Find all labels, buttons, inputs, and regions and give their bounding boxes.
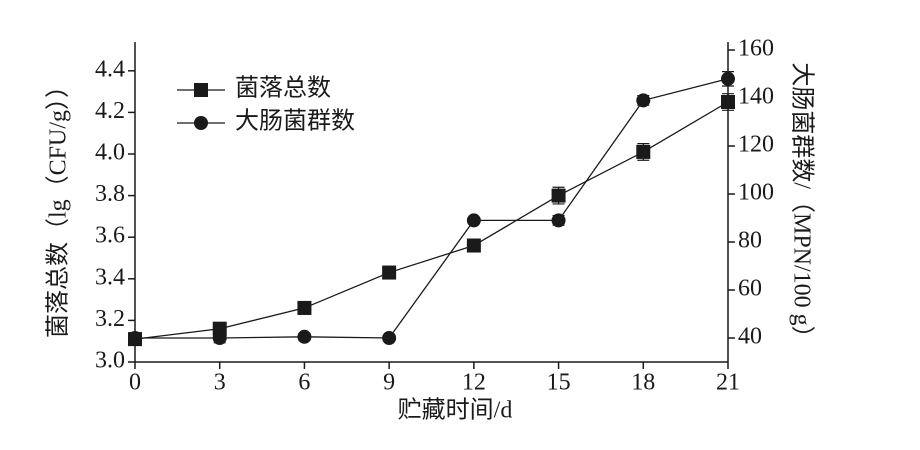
y2-axis-label: 大肠菌群数/（MPN/100 g） <box>788 62 815 349</box>
data-point <box>721 71 735 86</box>
data-point <box>466 238 481 253</box>
y-tick-label: 3.8 <box>95 181 125 207</box>
x-tick-label: 21 <box>716 370 740 396</box>
legend-marker <box>194 116 208 130</box>
y-tick-label: 3.0 <box>95 348 125 374</box>
y2-tick-label: 140 <box>738 84 774 110</box>
y-tick-label: 4.2 <box>95 98 125 124</box>
series-line <box>135 78 729 339</box>
x-tick-label: 12 <box>462 370 486 396</box>
data-point <box>297 329 312 344</box>
y2-tick-label: 120 <box>738 132 774 158</box>
y-tick-label: 3.6 <box>95 223 125 249</box>
legend-label: 大肠菌群数 <box>235 108 355 135</box>
legend-label: 菌落总数 <box>235 75 331 102</box>
data-point <box>382 265 397 280</box>
data-point <box>636 93 651 108</box>
data-point <box>212 331 227 345</box>
data-point <box>297 300 312 315</box>
data-point <box>128 331 142 345</box>
y-tick-label: 3.4 <box>95 264 125 290</box>
data-point <box>466 213 481 228</box>
y2-tick-label: 80 <box>738 228 762 254</box>
x-tick-label: 0 <box>129 370 141 396</box>
data-point <box>721 95 735 109</box>
x-tick-label: 3 <box>214 370 226 396</box>
y2-tick-label: 60 <box>738 276 762 302</box>
data-point <box>636 144 651 159</box>
x-tick-label: 9 <box>383 370 395 396</box>
x-tick-label: 15 <box>547 370 571 396</box>
y-axis-label: 菌落总数（lg（CFU/g）） <box>45 74 72 338</box>
y2-tick-label: 160 <box>738 36 774 62</box>
y2-tick-label: 100 <box>738 180 774 206</box>
y-tick-label: 4.4 <box>95 56 125 82</box>
data-point <box>382 331 397 345</box>
y-tick-label: 4.0 <box>95 140 125 166</box>
legend-marker <box>194 83 208 97</box>
data-point <box>551 188 566 203</box>
series-line <box>134 101 729 340</box>
y2-tick-label: 40 <box>738 324 762 350</box>
data-point <box>551 213 566 228</box>
x-tick-label: 6 <box>298 370 310 396</box>
x-axis-label: 贮藏时间/d <box>398 397 513 424</box>
x-tick-label: 18 <box>631 370 655 396</box>
y-tick-label: 3.2 <box>95 306 125 332</box>
